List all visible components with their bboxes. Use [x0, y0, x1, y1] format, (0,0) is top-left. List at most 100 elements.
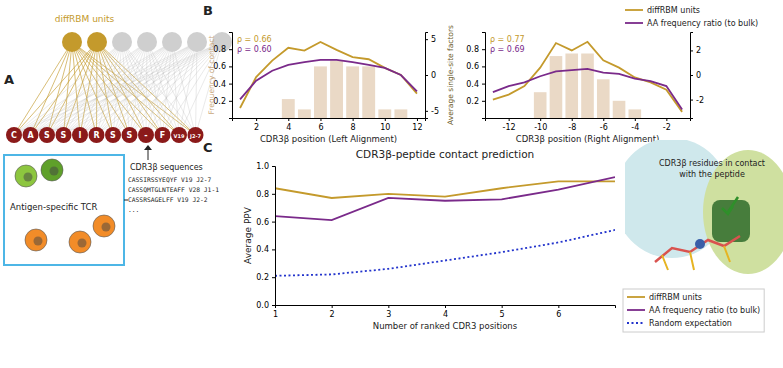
tick-label: -10 — [534, 123, 547, 132]
bar — [581, 54, 594, 119]
cell-nucleus — [78, 239, 87, 248]
tick-mark — [229, 49, 232, 50]
tick-mark — [690, 75, 693, 76]
tick: 0.8 — [213, 45, 232, 54]
visible-unit-label: F — [160, 131, 165, 140]
tick-label: 3 — [386, 310, 391, 319]
tick-label: 0.2 — [466, 97, 479, 106]
legend-swatch — [627, 322, 645, 324]
axis-line — [233, 119, 426, 122]
chart: -12-10-8-6-4-20.20.40.60.8-202CDR3β posi… — [466, 6, 758, 144]
tick-mark — [425, 39, 428, 40]
tick-label: 0.6 — [466, 62, 479, 71]
tick-mark — [272, 249, 275, 250]
y-axis: 0.2 0.4 0.6 0.8 — [466, 33, 485, 119]
tick: 0.6 — [213, 62, 232, 71]
cell — [69, 231, 91, 253]
image-label: with the peptide — [679, 170, 745, 179]
bar — [378, 109, 391, 118]
cell — [25, 229, 47, 251]
chart-title: CDR3β-peptide contact prediction — [356, 148, 534, 160]
sequence: CASSQMTGLNTEAFF V28 J1-1 — [128, 186, 219, 193]
bar — [314, 66, 327, 118]
tick-label: 4 — [286, 123, 291, 132]
tick: 0.6 — [256, 218, 275, 227]
bar — [234, 118, 247, 119]
bar — [613, 101, 626, 118]
chart: 246810120.20.40.60.8-505CDR3β position (… — [207, 25, 455, 144]
tick-label: 12 — [412, 123, 422, 132]
tick: 2 — [254, 118, 259, 132]
tick-mark — [635, 118, 636, 121]
y-axis: 0.20.40.60.8 — [213, 33, 232, 119]
line — [275, 181, 615, 198]
bar — [346, 66, 359, 118]
tick: 4 — [286, 118, 291, 132]
bar — [660, 118, 673, 119]
panel-label: A — [4, 72, 14, 87]
tick-label: 0 — [696, 71, 701, 80]
y2-axis: -5 0 5 — [425, 33, 439, 119]
tick-label: 5 — [431, 35, 436, 44]
tick-label: 2 — [330, 310, 335, 319]
edge — [64, 42, 223, 135]
x-axis: 123456 — [273, 305, 616, 319]
plot-area — [275, 177, 615, 276]
tick-mark — [332, 305, 333, 308]
tick-label: 5 — [500, 310, 505, 319]
tick: 0 — [690, 71, 701, 80]
axis-line — [482, 33, 486, 119]
visible-unit — [6, 127, 22, 143]
hidden-unit — [137, 32, 157, 52]
legend-label: diffRBM units — [649, 293, 702, 302]
edge — [14, 42, 197, 135]
tick-label: -5 — [431, 107, 439, 116]
visible-unit — [138, 127, 154, 143]
visible-unit-label: S — [61, 131, 67, 140]
hidden-unit — [87, 32, 107, 52]
tick: -12 — [503, 118, 516, 132]
bar — [644, 118, 657, 119]
cell-nucleus — [34, 237, 43, 246]
tick: 0.0 — [256, 301, 275, 310]
legend-frame — [623, 289, 764, 332]
y-axis-title: Average PPV — [243, 206, 253, 264]
box-label: Antigen-specific TCR — [10, 202, 97, 212]
tick: 8 — [351, 118, 356, 132]
axis-line — [426, 33, 429, 119]
visible-unit-label: S — [44, 131, 50, 140]
visible-unit — [155, 127, 171, 143]
tick: 10 — [380, 118, 390, 132]
tick: 0 — [425, 71, 436, 80]
tick-mark — [482, 49, 485, 50]
bar — [565, 54, 578, 119]
y2-axis: -202 — [690, 33, 704, 119]
axis-line — [486, 119, 691, 122]
bar — [676, 118, 689, 119]
visible-unit-label: I — [79, 131, 82, 140]
sequences-label: CDR3β sequences — [130, 163, 203, 172]
tick-mark — [229, 84, 232, 85]
edge — [47, 42, 172, 135]
tick-label: 0.4 — [466, 80, 479, 89]
tick-label: 0.8 — [466, 45, 479, 54]
tick-mark — [445, 305, 446, 308]
tick: -4 — [631, 118, 639, 132]
edge — [14, 42, 222, 135]
y2-axis-title: Average single-site factors — [446, 25, 455, 125]
tick: 6 — [556, 305, 561, 319]
image-arrow — [722, 197, 738, 214]
bar — [534, 92, 547, 118]
legend-label: diffRBM units — [647, 6, 700, 15]
edge — [113, 42, 197, 135]
edge — [47, 42, 122, 135]
tick: 0.6 — [466, 62, 485, 71]
cell-nucleus — [24, 173, 33, 182]
tick: -5 — [425, 107, 439, 116]
annotation: ρ = 0.77 — [490, 35, 525, 44]
tick-mark — [229, 101, 232, 102]
legend-swatch — [625, 22, 643, 24]
bar — [282, 99, 295, 118]
edge — [47, 42, 197, 135]
annotation: ρ = 0.60 — [237, 45, 272, 54]
